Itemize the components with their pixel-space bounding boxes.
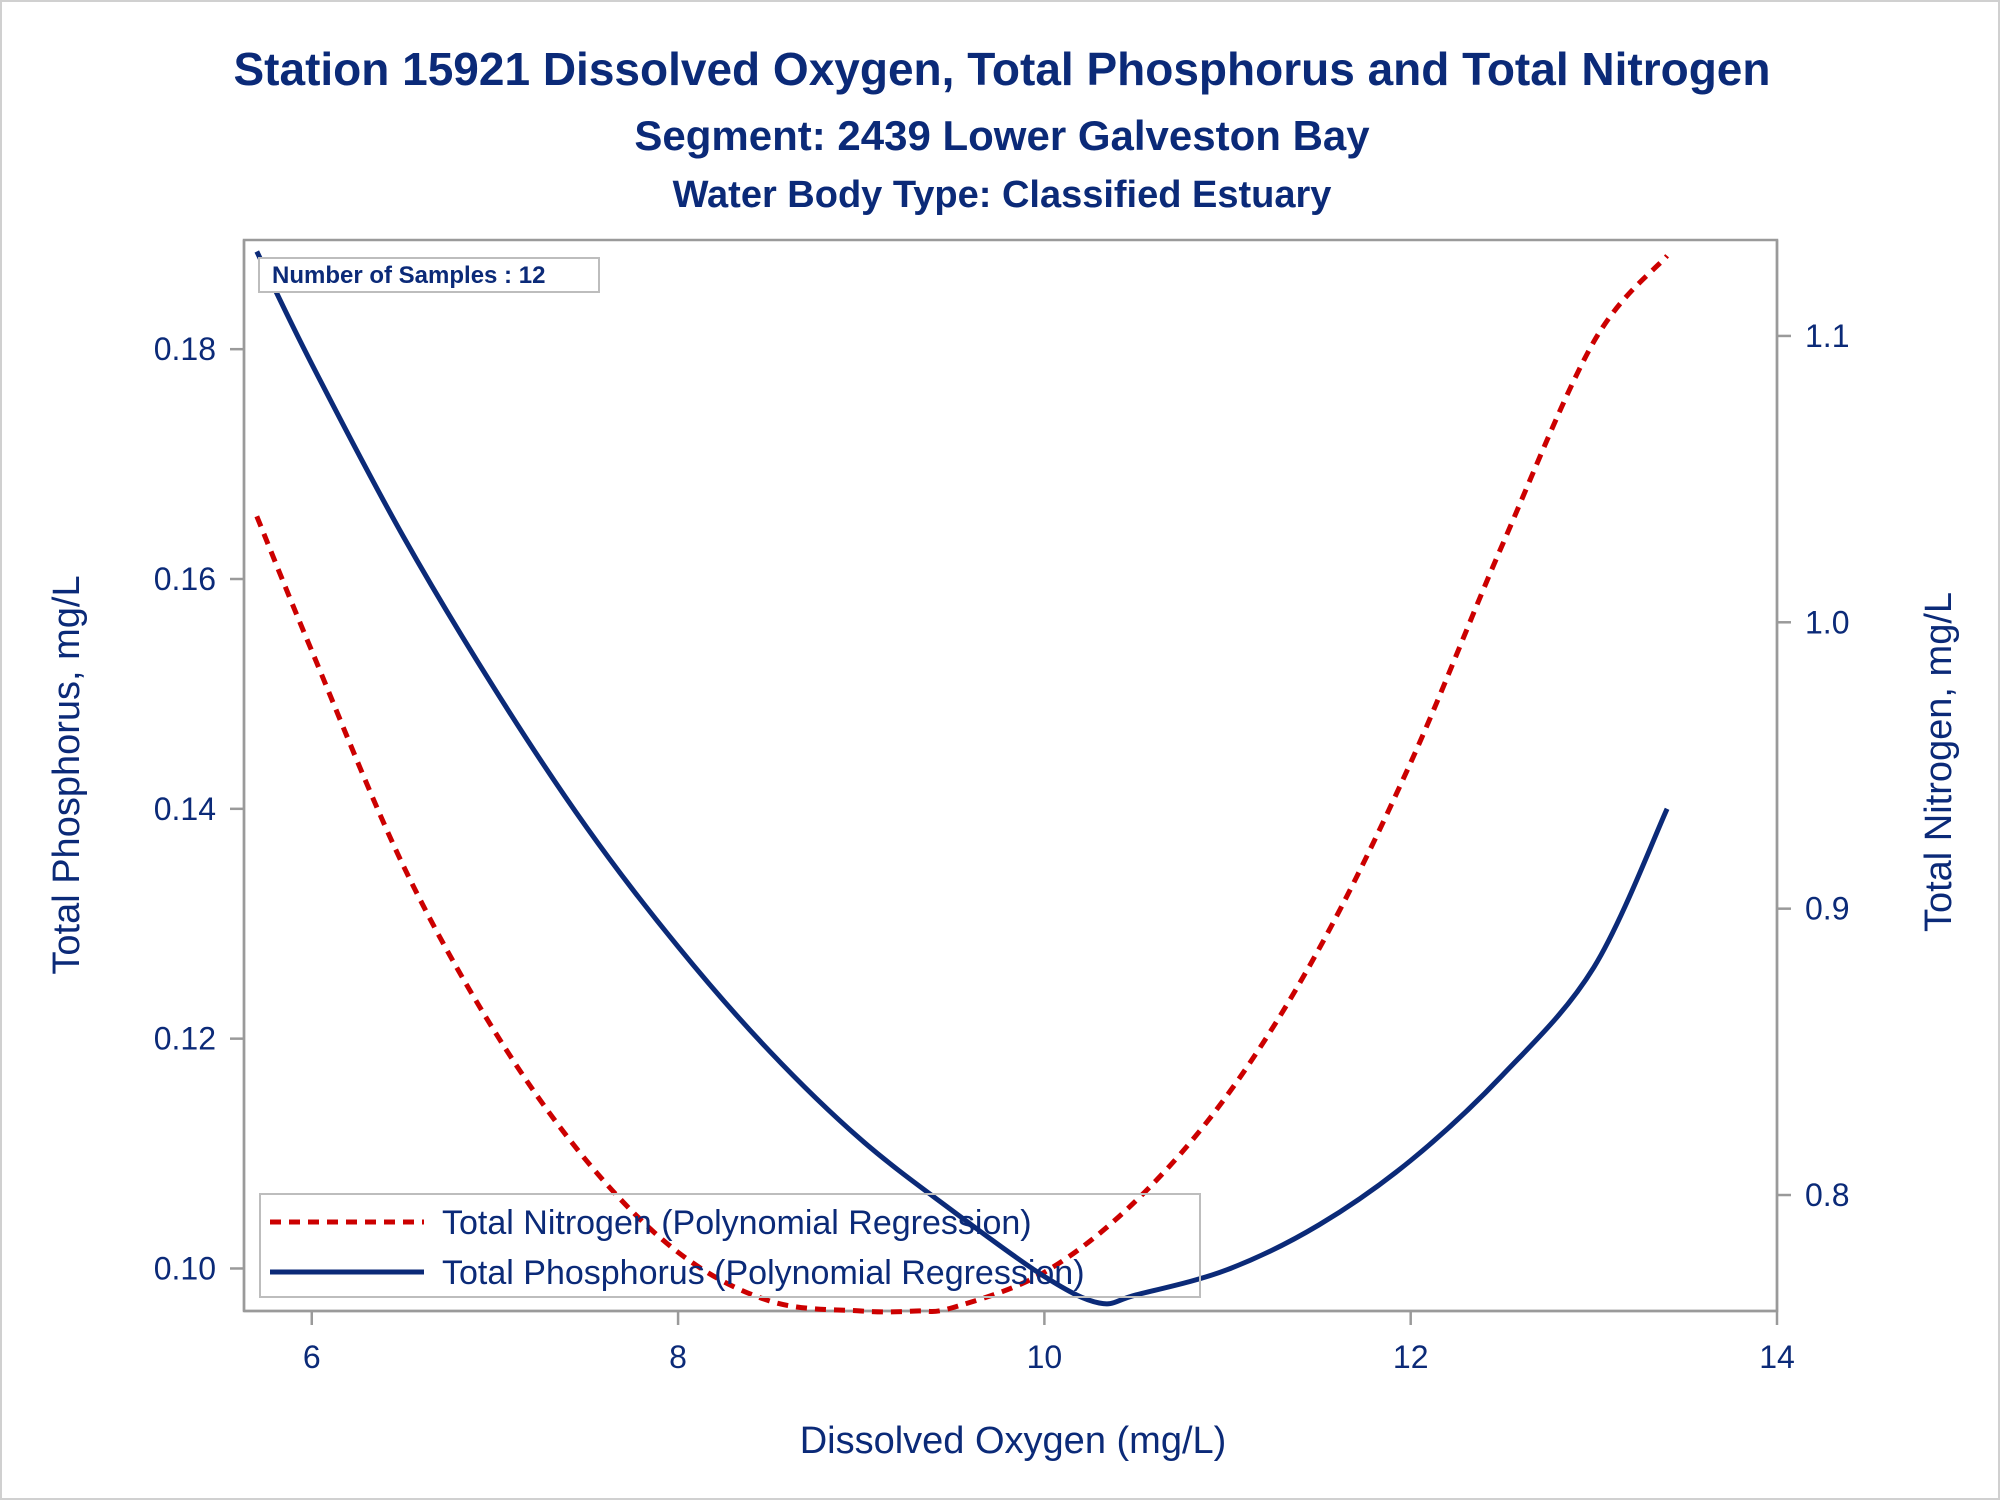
x-tick-label: 6 [303, 1339, 321, 1375]
y-right-tick-label: 0.8 [1805, 1177, 1849, 1213]
y-left-tick-label: 0.10 [154, 1250, 216, 1286]
plot-area [242, 238, 1779, 1313]
y-left-tick-label: 0.18 [154, 331, 216, 367]
y-left-axis-label: Total Phosphorus, mg/L [46, 575, 88, 974]
sample-count-box-border [258, 257, 600, 293]
y-left-axis-ticks: 0.10 0.12 0.14 0.16 0.18 [154, 331, 244, 1286]
chart-title: Station 15921 Dissolved Oxygen, Total Ph… [233, 43, 1770, 95]
x-axis-label: Dissolved Oxygen (mg/L) [800, 1420, 1227, 1462]
x-tick-label: 8 [669, 1339, 687, 1375]
x-tick-label: 14 [1759, 1339, 1795, 1375]
series-line-phosphorus [254, 250, 1670, 1307]
y-right-tick-label: 1.0 [1805, 604, 1849, 640]
sample-count-text: Number of Samples : 12 [272, 262, 545, 289]
legend: Total Nitrogen (Polynomial Regression) T… [259, 1193, 1201, 1298]
series-layer [254, 250, 1670, 1315]
x-tick-label: 10 [1027, 1339, 1063, 1375]
legend-label-phosphorus: Total Phosphorus (Polynomial Regression) [442, 1254, 1085, 1292]
chart-subtitle: Segment: 2439 Lower Galveston Bay [634, 112, 1370, 159]
x-tick-label: 12 [1393, 1339, 1429, 1375]
y-right-tick-label: 0.9 [1805, 891, 1849, 927]
sample-count-box: Number of Samples : 12 [258, 257, 600, 293]
legend-border [259, 1193, 1201, 1298]
series-line-nitrogen [254, 254, 1670, 1315]
y-right-tick-label: 1.1 [1805, 318, 1849, 354]
x-axis-ticks: 6 8 10 12 14 [303, 1311, 1795, 1375]
legend-label-nitrogen: Total Nitrogen (Polynomial Regression) [442, 1204, 1032, 1242]
y-left-tick-label: 0.14 [154, 791, 216, 827]
y-right-axis-ticks: 0.8 0.9 1.0 1.1 [1777, 318, 1849, 1213]
y-right-axis-label: Total Nitrogen, mg/L [1918, 592, 1960, 932]
chart-subtitle-2: Water Body Type: Classified Estuary [673, 174, 1332, 216]
y-left-tick-label: 0.12 [154, 1021, 216, 1057]
y-left-tick-label: 0.16 [154, 561, 216, 597]
